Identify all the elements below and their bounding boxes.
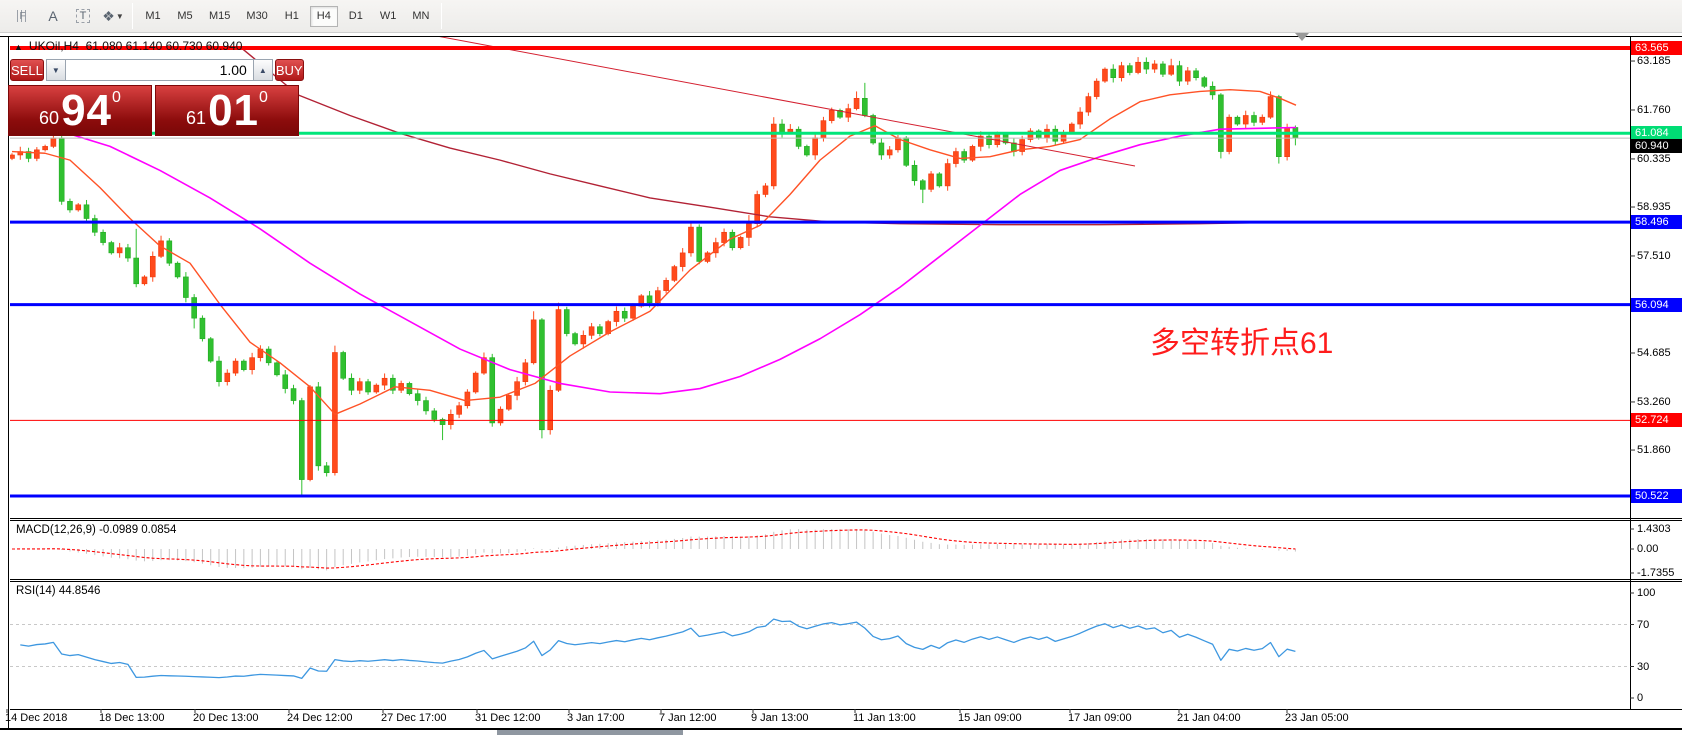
sell-price-point: 0 (112, 89, 121, 106)
time-axis-label: 21 Jan 04:00 (1177, 712, 1241, 724)
rsi-scale-label: 70 (1637, 618, 1650, 631)
volume-decrease-button[interactable]: ▼ (45, 59, 66, 81)
time-axis-label: 31 Dec 12:00 (475, 712, 541, 724)
timeframe-w1[interactable]: W1 (379, 10, 397, 22)
price-tick-label: 60.335 (1637, 152, 1671, 165)
time-axis-label: 24 Dec 12:00 (287, 712, 353, 724)
price-tick-label: 53.260 (1637, 395, 1671, 408)
chart-borders (0, 36, 1682, 730)
price-level-badge: 58.496 (1631, 215, 1682, 230)
time-axis-label: 7 Jan 12:00 (659, 712, 717, 724)
price-tick-label: 63.185 (1637, 55, 1671, 68)
sell-price-tile[interactable]: 60 94 0 (8, 85, 152, 136)
toolbar: F A T ❖ ▼ M1 M5 M15 M30 H1 H4 D1 W1 MN (0, 0, 1682, 33)
time-axis-label: 11 Jan 13:00 (853, 712, 916, 724)
rsi-scale-label: 100 (1637, 587, 1656, 599)
toolbar-separator (441, 3, 443, 29)
volume-input[interactable] (65, 59, 253, 81)
price-level-badge: 61.084 (1631, 126, 1682, 141)
symbol-period: UKOil,H4 (28, 39, 79, 53)
buy-price-point: 0 (259, 89, 268, 106)
timeframe-m30[interactable]: M30 (246, 10, 268, 22)
chart-title: ▲ UKOil,H4 61.080 61.140 60.730 60.940 (14, 39, 242, 53)
current-price-badge: 60.940 (1631, 138, 1682, 153)
timeframe-buttons: M1 M5 M15 M30 H1 H4 D1 W1 MN (137, 5, 437, 27)
one-click-trading-panel: SELL ▼ ▲ BUY 60 94 0 61 01 0 (8, 57, 304, 137)
time-axis-label: 9 Jan 13:00 (751, 712, 809, 724)
text-label-tool[interactable]: A (48, 8, 58, 24)
rsi-plot (10, 618, 1630, 679)
scroll-to-end-icon (1295, 33, 1309, 41)
sell-price-pips: 94 (61, 86, 113, 135)
timeframe-h1[interactable]: H1 (284, 10, 299, 22)
timeframe-m15[interactable]: M15 (209, 10, 231, 22)
chart-annotation-text: 多空转折点61 (1150, 327, 1334, 360)
shapes-tool[interactable]: ❖ ▼ (102, 7, 124, 24)
buy-price-tile[interactable]: 61 01 0 (155, 85, 299, 136)
timeframe-mn[interactable]: MN (412, 10, 430, 22)
sell-button[interactable]: SELL (10, 59, 44, 81)
price-tick-label: 58.935 (1637, 201, 1671, 214)
macd-scale-label: -1.7355 (1637, 567, 1675, 579)
rsi-scale-label: 30 (1637, 660, 1650, 673)
time-axis-label: 20 Dec 13:00 (193, 712, 259, 724)
buy-price-pips: 01 (208, 86, 260, 135)
price-tick-label: 54.685 (1637, 347, 1671, 359)
time-axis-label: 23 Jan 05:00 (1285, 712, 1349, 724)
time-axis-label: 18 Dec 13:00 (99, 712, 165, 724)
macd-label: MACD(12,26,9) -0.0989 0.0854 (16, 524, 177, 536)
toolbar-separator (132, 3, 133, 29)
price-level-badge: 52.724 (1631, 413, 1682, 428)
sell-price-major: 60 (39, 108, 60, 128)
ohlc-values: 61.080 61.140 60.730 60.940 (85, 39, 243, 53)
price-tick-label: 51.860 (1637, 444, 1671, 457)
volume-increase-button[interactable]: ▲ (252, 59, 273, 81)
time-axis-label: 27 Dec 17:00 (381, 712, 447, 724)
price-level-badge: 50.522 (1631, 489, 1682, 503)
time-axis-label: 3 Jan 17:00 (567, 712, 625, 724)
price-level-badge: 56.094 (1631, 297, 1682, 312)
timeframe-d1[interactable]: D1 (348, 10, 363, 22)
timeframe-m5[interactable]: M5 (177, 10, 193, 22)
rsi-scale-label: 0 (1637, 692, 1644, 704)
price-level-badge: 63.565 (1631, 40, 1682, 55)
macd-scale-label: 0.00 (1637, 543, 1659, 555)
window-edge-chip (497, 730, 683, 735)
macd-scale-label: 1.4303 (1637, 523, 1671, 535)
price-tick-label: 61.760 (1637, 103, 1671, 116)
price-tick-label: 57.510 (1637, 249, 1671, 262)
timeframe-h4[interactable]: H4 (309, 5, 338, 27)
macd-plot (11, 528, 1296, 571)
time-axis-label: 15 Jan 09:00 (958, 712, 1022, 724)
buy-button[interactable]: BUY (274, 59, 304, 81)
buy-price-major: 61 (186, 108, 207, 128)
timeframe-m1[interactable]: M1 (145, 10, 161, 22)
time-axis-label: 17 Jan 09:00 (1068, 712, 1132, 724)
candlestick-plot (10, 37, 1630, 498)
time-axis-label: 14 Dec 2018 (5, 712, 68, 724)
collapse-panel-icon[interactable]: ▲ (14, 42, 23, 52)
text-box-tool[interactable]: T (70, 4, 96, 28)
fibo-tool[interactable]: F (17, 10, 29, 22)
rsi-label: RSI(14) 44.8546 (16, 585, 101, 597)
volume-spinner: ▼ ▲ (45, 58, 273, 82)
drawing-tools: F A T ❖ ▼ (0, 4, 128, 28)
